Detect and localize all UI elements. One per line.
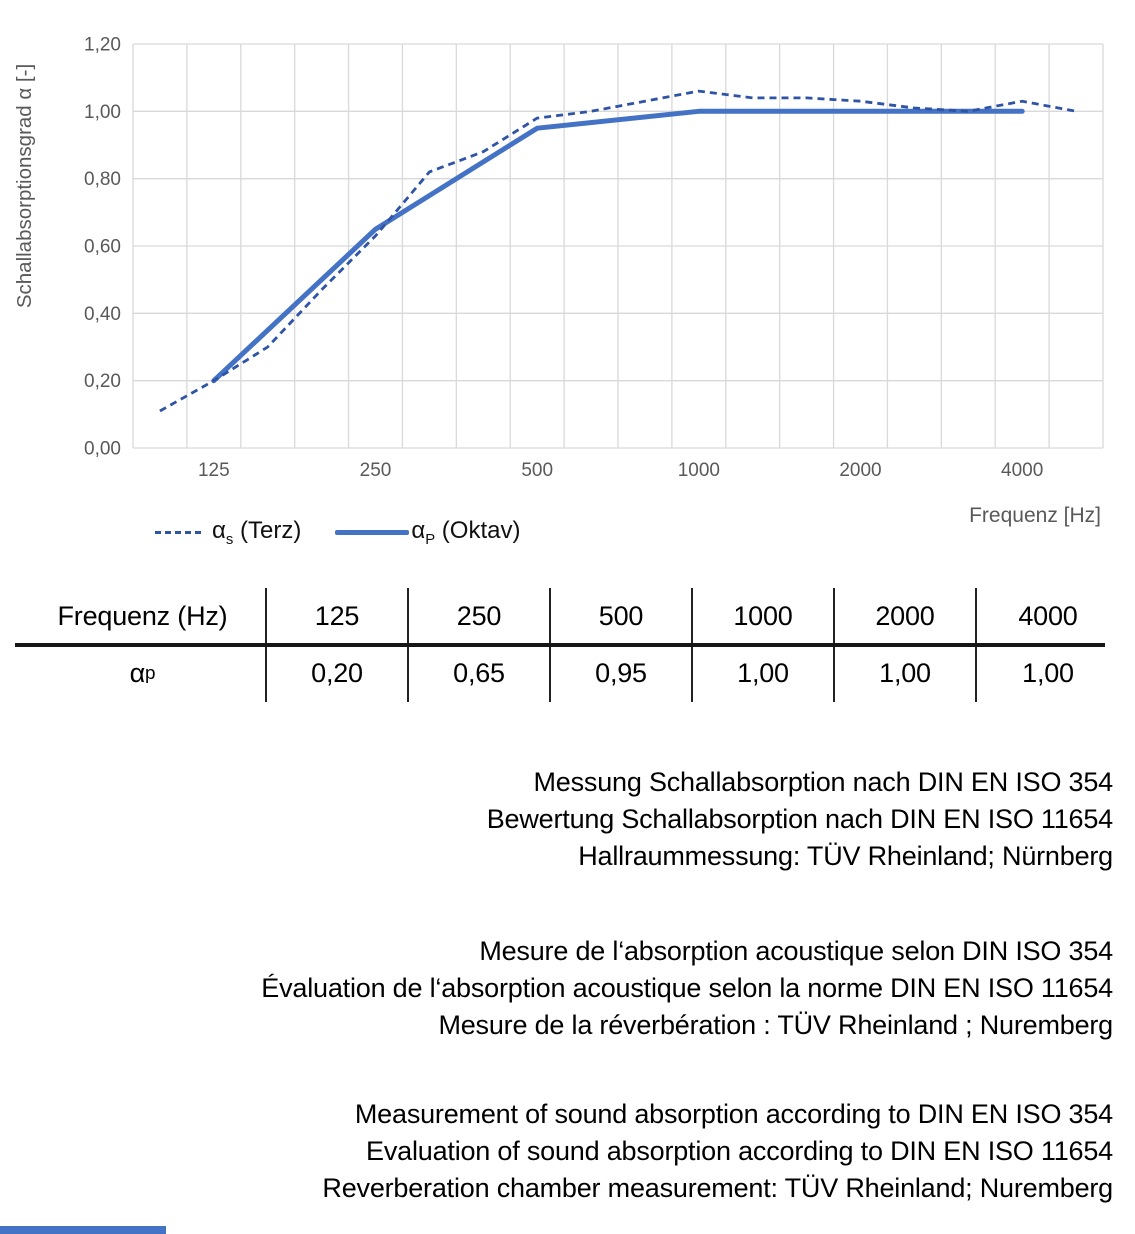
y-axis-title: Schallabsorptionsgrad α [-] xyxy=(13,64,36,308)
y-tick-label: 1,00 xyxy=(84,102,121,123)
note-line: Measurement of sound absorption accordin… xyxy=(354,1099,1113,1129)
alpha-subscript: p xyxy=(145,662,156,684)
note-line: Reverberation chamber measurement: TÜV R… xyxy=(322,1173,1113,1203)
legend-alpha-s-subscript: s xyxy=(225,531,234,548)
table-divider-rule xyxy=(15,643,1105,647)
table-header-1000: 1000 xyxy=(693,588,835,645)
x-tick-label: 500 xyxy=(521,460,553,481)
absorption-chart: 1,20 1,00 0,80 0,60 0,40 0,20 0,00 125 250 500 100… xyxy=(13,35,1104,527)
note-line: Mesure de l‘absorption acoustique selon … xyxy=(479,936,1113,966)
alpha-symbol: α xyxy=(129,658,146,688)
absorption-table: Frequenz (Hz) 125 250 500 1000 2000 4000… xyxy=(20,588,1119,702)
y-tick-label: 0,80 xyxy=(84,169,121,190)
y-tick-label: 0,40 xyxy=(84,304,121,325)
legend-label-alpha-s: αs (Terz) xyxy=(212,517,301,548)
notes-english: Measurement of sound absorption accordin… xyxy=(322,1096,1113,1207)
table-value-500: 0,95 xyxy=(551,645,693,702)
x-axis-tick-labels: 125 250 500 1000 2000 4000 xyxy=(198,460,1043,481)
x-tick-label: 125 xyxy=(198,460,230,481)
x-tick-label: 2000 xyxy=(839,460,881,481)
notes-german: Messung Schallabsorption nach DIN EN ISO… xyxy=(487,764,1113,875)
y-axis-tick-labels: 1,20 1,00 0,80 0,60 0,40 0,20 0,00 xyxy=(84,35,121,460)
y-tick-label: 0,00 xyxy=(84,439,121,460)
chart-legend: αs (Terz) αP (Oktav) xyxy=(155,517,520,548)
y-tick-label: 1,20 xyxy=(84,35,121,56)
x-axis-title: Frequenz [Hz] xyxy=(969,504,1101,527)
legend-alpha-p-text: (Oktav) xyxy=(435,517,521,544)
table-header-125: 125 xyxy=(267,588,409,645)
table-header-4000: 4000 xyxy=(1018,601,1078,631)
table-value-250: 0,65 xyxy=(409,645,551,702)
table-value-4000: 1,00 xyxy=(1022,658,1074,688)
legend-alpha-s-text: (Terz) xyxy=(233,517,302,544)
gridlines xyxy=(132,43,1104,449)
table-value-1000: 1,00 xyxy=(693,645,835,702)
legend-item-alpha-p: αP (Oktav) xyxy=(335,517,520,548)
table-header-500: 500 xyxy=(551,588,693,645)
y-tick-label: 0,20 xyxy=(84,371,121,392)
legend-alpha-p-subscript: P xyxy=(425,531,436,548)
note-line: Évaluation de l‘absorption acoustique se… xyxy=(261,973,1113,1003)
x-tick-label: 250 xyxy=(360,460,392,481)
solid-line-swatch-icon xyxy=(335,529,410,535)
notes-french: Mesure de l‘absorption acoustique selon … xyxy=(261,933,1113,1044)
note-line: Evaluation of sound absorption according… xyxy=(366,1136,1113,1166)
legend-label-alpha-p: αP (Oktav) xyxy=(411,517,520,548)
table-value-125: 0,20 xyxy=(267,645,409,702)
note-line: Mesure de la réverbération : TÜV Rheinla… xyxy=(438,1010,1113,1040)
note-line: Bewertung Schallabsorption nach DIN EN I… xyxy=(486,804,1113,834)
series-alpha_s-line xyxy=(159,89,1077,413)
footer-accent-bar xyxy=(0,1226,166,1234)
table-header-2000: 2000 xyxy=(835,588,977,645)
series-alpha_p-line xyxy=(211,108,1025,384)
table-value-2000: 1,00 xyxy=(835,645,977,702)
legend-alpha-s-symbol: α xyxy=(212,517,226,544)
table-header-250: 250 xyxy=(409,588,551,645)
table-header-frequency: Frequenz (Hz) xyxy=(20,588,267,645)
y-tick-label: 0,60 xyxy=(84,237,121,258)
dashed-line-swatch-icon xyxy=(155,530,203,534)
x-tick-label: 1000 xyxy=(678,460,720,481)
x-tick-label: 4000 xyxy=(1001,460,1043,481)
note-line: Messung Schallabsorption nach DIN EN ISO… xyxy=(533,767,1113,797)
note-line: Hallraummessung: TÜV Rheinland; Nürnberg xyxy=(578,841,1113,871)
legend-alpha-p-symbol: α xyxy=(411,517,426,544)
legend-item-alpha-s: αs (Terz) xyxy=(155,517,301,548)
